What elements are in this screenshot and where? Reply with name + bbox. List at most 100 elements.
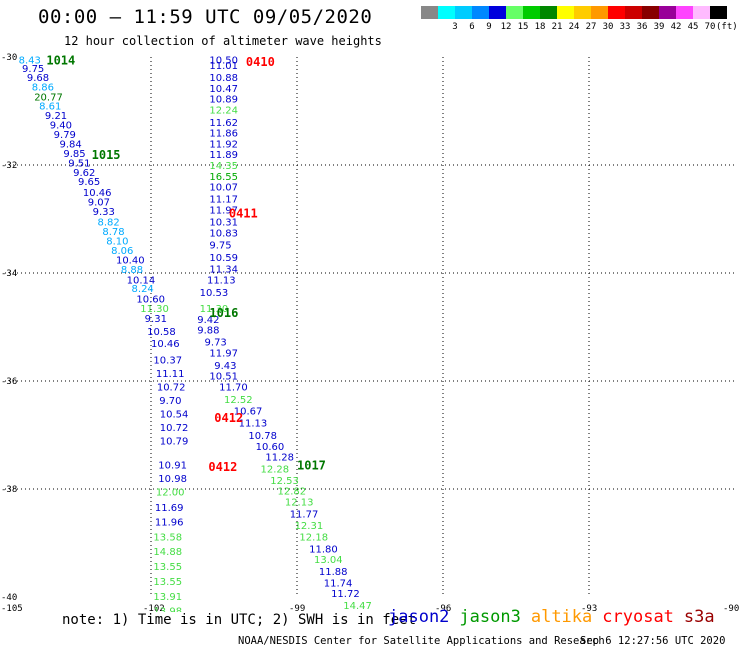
wave-height-label: 8.86 bbox=[32, 83, 54, 94]
x-tick-label: -96 bbox=[435, 604, 451, 612]
wave-height-label: 10.53 bbox=[200, 288, 229, 299]
wave-height-label: 10.37 bbox=[153, 355, 182, 366]
colorbar-tick-label: 24 bbox=[568, 22, 580, 32]
wave-height-label: 10.14 bbox=[127, 275, 156, 286]
wave-height-label: 10.88 bbox=[209, 73, 238, 84]
wave-height-label: 9.42 bbox=[197, 315, 219, 326]
credit-text: NOAA/NESDIS Center for Satellite Applica… bbox=[238, 635, 605, 647]
wave-height-label: 9.70 bbox=[159, 396, 181, 407]
wave-height-label: 11.11 bbox=[156, 369, 185, 380]
colorbar-swatch bbox=[676, 6, 693, 19]
wave-height-label: 8.61 bbox=[39, 102, 61, 113]
wave-height-label: 12.82 bbox=[278, 487, 307, 498]
colorbar-swatch bbox=[472, 6, 489, 19]
wave-height-label: 9.73 bbox=[205, 338, 227, 349]
wave-height-label: 9.79 bbox=[54, 130, 76, 141]
colorbar-tick-label: 39 bbox=[653, 22, 665, 32]
wave-height-label: 13.04 bbox=[314, 555, 343, 566]
colorbar-tick-label: 21 bbox=[551, 22, 563, 32]
wave-height-label: 10.67 bbox=[234, 407, 263, 418]
y-tick-label: -38 bbox=[1, 485, 17, 495]
wave-height-label: 13.55 bbox=[153, 577, 182, 588]
wave-height-label: 10.07 bbox=[209, 183, 238, 194]
wave-height-label: 11.80 bbox=[309, 544, 338, 555]
wave-height-label: 11.86 bbox=[209, 129, 238, 140]
colorbar-swatch bbox=[710, 6, 727, 19]
wave-height-label: 12.00 bbox=[156, 488, 185, 499]
wave-height-label: 11.13 bbox=[207, 275, 236, 286]
y-tick-label: -34 bbox=[1, 269, 17, 279]
wave-height-label: 9.84 bbox=[60, 139, 82, 150]
wave-height-label: 14.47 bbox=[343, 601, 372, 612]
colorbar-tick-label: 18 bbox=[534, 22, 546, 32]
wave-height-label: 9.33 bbox=[93, 207, 115, 218]
x-tick-label: -102 bbox=[143, 604, 165, 612]
wave-height-label: 12.52 bbox=[224, 395, 253, 406]
colorbar-tick-label: 6 bbox=[469, 22, 475, 32]
wave-height-label: 12.31 bbox=[295, 521, 324, 532]
colorbar-tick-label: 27 bbox=[585, 22, 597, 32]
colorbar-swatch bbox=[591, 6, 608, 19]
colorbar-tick-label: 15 bbox=[517, 22, 529, 32]
colorbar-tick-label: 30 bbox=[602, 22, 614, 32]
wave-height-label: 8.43 bbox=[19, 56, 41, 67]
wave-height-label: 10.31 bbox=[209, 218, 238, 229]
pass-number-label: 0411 bbox=[229, 207, 258, 221]
wave-height-label: 9.75 bbox=[22, 64, 44, 75]
wave-height-label: 11.30 bbox=[200, 304, 229, 315]
wave-height-label: 10.89 bbox=[209, 95, 238, 106]
colorbar-tick-label: 70 bbox=[704, 22, 716, 32]
y-tick-label: -32 bbox=[1, 161, 17, 171]
colorbar-swatch bbox=[421, 6, 438, 19]
wave-height-label: 11.96 bbox=[155, 517, 184, 528]
wave-height-label: 13.55 bbox=[153, 562, 182, 573]
wave-height-label: 10.79 bbox=[160, 436, 189, 447]
wave-height-plot: -30 -32 -34 -36 -38 -40-105 -102 -99 -96 -93 -90 8.… bbox=[1, 53, 739, 612]
wave-height-label: 11.97 bbox=[209, 205, 238, 216]
wave-height-label: 11.30 bbox=[140, 304, 169, 315]
wave-height-label: 11.17 bbox=[209, 194, 238, 205]
pass-number-label: 0410 bbox=[246, 55, 275, 69]
wave-height-label: 8.06 bbox=[111, 246, 133, 257]
wave-height-label: 9.88 bbox=[197, 326, 219, 337]
wave-height-label: 10.83 bbox=[209, 229, 238, 240]
credit-date: Sep 6 12:27:56 UTC 2020 bbox=[580, 635, 726, 647]
wave-height-label: 8.24 bbox=[132, 284, 154, 295]
wave-height-label: 12.28 bbox=[261, 464, 290, 475]
colorbar-swatch bbox=[608, 6, 625, 19]
wave-height-label: 9.43 bbox=[214, 361, 236, 372]
wave-height-label: 11.92 bbox=[209, 139, 238, 150]
wave-height-label: 11.28 bbox=[265, 453, 294, 464]
wave-height-label: 10.46 bbox=[151, 339, 180, 350]
wave-height-label: 11.13 bbox=[239, 419, 268, 430]
wave-height-label: 9.40 bbox=[50, 121, 72, 132]
colorbar-swatch bbox=[625, 6, 642, 19]
colorbar-swatch bbox=[659, 6, 676, 19]
wave-height-label: 10.59 bbox=[209, 253, 238, 264]
page-subtitle: 12 hour collection of altimeter wave hei… bbox=[64, 34, 382, 48]
wave-height-label: 11.62 bbox=[209, 118, 238, 129]
colorbar-swatch bbox=[523, 6, 540, 19]
wave-height-label: 10.72 bbox=[160, 423, 189, 434]
satellite-legend: jason2 jason3 altika cryosat s3a bbox=[388, 607, 725, 627]
wave-height-label: 10.51 bbox=[209, 372, 238, 383]
pass-number-label: 1017 bbox=[297, 459, 326, 473]
pass-number-label: 0412 bbox=[214, 411, 243, 425]
wave-height-label: 10.91 bbox=[158, 461, 187, 472]
wave-height-label: 11.74 bbox=[324, 578, 353, 589]
wave-height-label: 14.88 bbox=[153, 547, 182, 558]
wave-height-label: 9.68 bbox=[27, 73, 49, 84]
y-tick-label: -40 bbox=[1, 593, 17, 603]
wave-height-label: 12.18 bbox=[299, 533, 328, 544]
satellite-legend-item: cryosat bbox=[602, 607, 674, 627]
colorbar-swatch bbox=[693, 6, 710, 19]
wave-height-label: 13.58 bbox=[153, 533, 182, 544]
satellite-legend-item: s3a bbox=[683, 607, 715, 627]
wave-height-label: 10.50 bbox=[209, 56, 238, 67]
wave-height-label: 11.89 bbox=[209, 150, 238, 161]
wave-height-label: 10.46 bbox=[83, 188, 112, 199]
wave-height-label: 8.88 bbox=[121, 265, 143, 276]
wave-height-label: 10.98 bbox=[158, 474, 187, 485]
wave-height-label: 20.77 bbox=[34, 92, 63, 103]
x-tick-label: -99 bbox=[289, 604, 305, 612]
